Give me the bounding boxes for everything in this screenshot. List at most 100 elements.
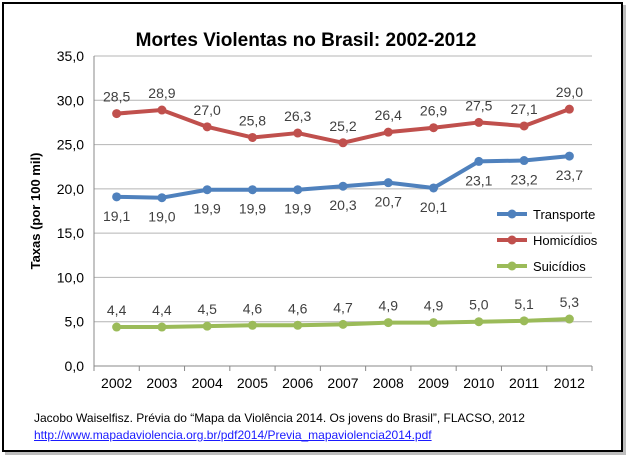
data-label: 28,5 [103, 89, 130, 105]
data-label: 27,1 [510, 101, 537, 117]
data-label: 27,0 [194, 102, 221, 118]
data-label: 4,5 [197, 301, 217, 317]
data-label: 20,3 [329, 197, 356, 213]
data-point [564, 314, 574, 324]
data-point [429, 183, 439, 193]
x-tick-label: 2003 [146, 375, 177, 391]
data-label: 19,0 [148, 209, 175, 225]
line-chart: Mortes Violentas no Brasil: 2002-2012 0,… [28, 30, 598, 391]
data-label: 5,1 [514, 296, 534, 312]
data-point [293, 320, 303, 330]
x-tick-label: 2012 [554, 375, 585, 391]
data-point [247, 132, 257, 142]
legend-marker [507, 235, 517, 245]
data-point [293, 185, 303, 195]
data-point [429, 123, 439, 133]
data-point [247, 185, 257, 195]
data-point [474, 117, 484, 127]
y-tick-label: 5,0 [65, 314, 85, 330]
series-layer: 19,1 19,0 19,9 19,9 19,9 20,3 20,7 20,1 23,1 23,2… [103, 84, 583, 332]
x-tick-label: 2004 [192, 375, 223, 391]
data-label: 26,3 [284, 108, 311, 124]
data-point [474, 317, 484, 327]
data-point [202, 321, 212, 331]
chart-title: Mortes Violentas no Brasil: 2002-2012 [136, 30, 477, 51]
legend: Transporte Homicídios Suicídios [497, 207, 598, 274]
y-tick-label: 30,0 [57, 92, 84, 108]
data-label: 23,7 [556, 167, 583, 183]
data-point [564, 151, 574, 161]
data-label: 27,5 [465, 97, 492, 113]
data-point [157, 105, 167, 115]
data-point [519, 121, 529, 131]
legend-label: Suicídios [533, 259, 586, 274]
data-point [202, 122, 212, 132]
y-tick-label: 35,0 [57, 48, 84, 64]
data-label: 19,1 [103, 208, 130, 224]
data-label: 19,9 [239, 201, 266, 217]
data-label: 4,7 [333, 299, 353, 315]
x-tick-label: 2008 [373, 375, 404, 391]
data-label: 23,1 [465, 172, 492, 188]
data-point [383, 127, 393, 137]
data-point [293, 128, 303, 138]
y-tick-label: 0,0 [65, 358, 85, 374]
chart-frame: Mortes Violentas no Brasil: 2002-2012 0,… [2, 2, 623, 452]
y-tick-label: 20,0 [57, 181, 84, 197]
data-point [519, 156, 529, 166]
data-point [338, 138, 348, 148]
x-tick-label: 2006 [282, 375, 313, 391]
data-label: 5,3 [560, 294, 580, 310]
y-tick-label: 25,0 [57, 137, 84, 153]
legend-label: Transporte [533, 207, 595, 222]
data-point [247, 320, 257, 330]
x-tick-label: 2010 [463, 375, 494, 391]
data-label: 20,7 [375, 194, 402, 210]
x-tick-label: 2009 [418, 375, 449, 391]
y-axis-label: Taxas (por 100 mil) [28, 153, 43, 270]
data-point [474, 156, 484, 166]
legend-label: Homicídios [533, 233, 598, 248]
data-label: 4,9 [379, 298, 399, 314]
data-label: 4,9 [424, 298, 444, 314]
data-point [157, 322, 167, 332]
data-label: 19,9 [194, 201, 221, 217]
x-tick-label: 2011 [509, 375, 539, 391]
source-text: Jacobo Waiselfisz. Prévia do “Mapa da Vi… [34, 411, 525, 425]
data-point [112, 109, 122, 119]
data-label: 4,6 [288, 300, 308, 316]
source-caption: Jacobo Waiselfisz. Prévia do “Mapa da Vi… [34, 410, 614, 444]
data-point [519, 316, 529, 326]
data-point [429, 318, 439, 328]
data-label: 28,9 [148, 85, 175, 101]
data-label: 5,0 [469, 297, 489, 313]
x-tick-label: 2007 [327, 375, 358, 391]
data-point [157, 193, 167, 203]
data-label: 4,6 [243, 300, 263, 316]
source-link[interactable]: http://www.mapadaviolencia.org.br/pdf201… [34, 428, 432, 442]
data-label: 19,9 [284, 201, 311, 217]
data-label: 25,2 [329, 118, 356, 134]
data-point [112, 192, 122, 202]
y-tick-label: 15,0 [57, 225, 84, 241]
series-line-transporte [116, 154, 570, 200]
data-label: 29,0 [556, 84, 583, 100]
data-label: 20,1 [420, 199, 447, 215]
legend-marker [507, 209, 517, 219]
data-label: 26,4 [375, 107, 402, 123]
data-point [112, 322, 122, 332]
data-label: 4,4 [107, 302, 127, 318]
data-label: 25,8 [239, 112, 266, 128]
data-point [338, 319, 348, 329]
x-axis: 2002 2003 2004 2005 2006 2007 2008 2009 2010 2011… [93, 365, 593, 391]
y-tick-label: 10,0 [57, 269, 84, 285]
data-point [383, 318, 393, 328]
data-point [564, 104, 574, 114]
data-point [383, 178, 393, 188]
data-point [338, 181, 348, 191]
data-label: 4,4 [152, 302, 172, 318]
legend-marker [507, 261, 517, 271]
y-axis: 0,0 5,0 10,0 15,0 20,0 25,0 30,0 35,0 [57, 48, 95, 374]
x-tick-label: 2005 [237, 375, 268, 391]
data-label: 26,9 [420, 103, 447, 119]
